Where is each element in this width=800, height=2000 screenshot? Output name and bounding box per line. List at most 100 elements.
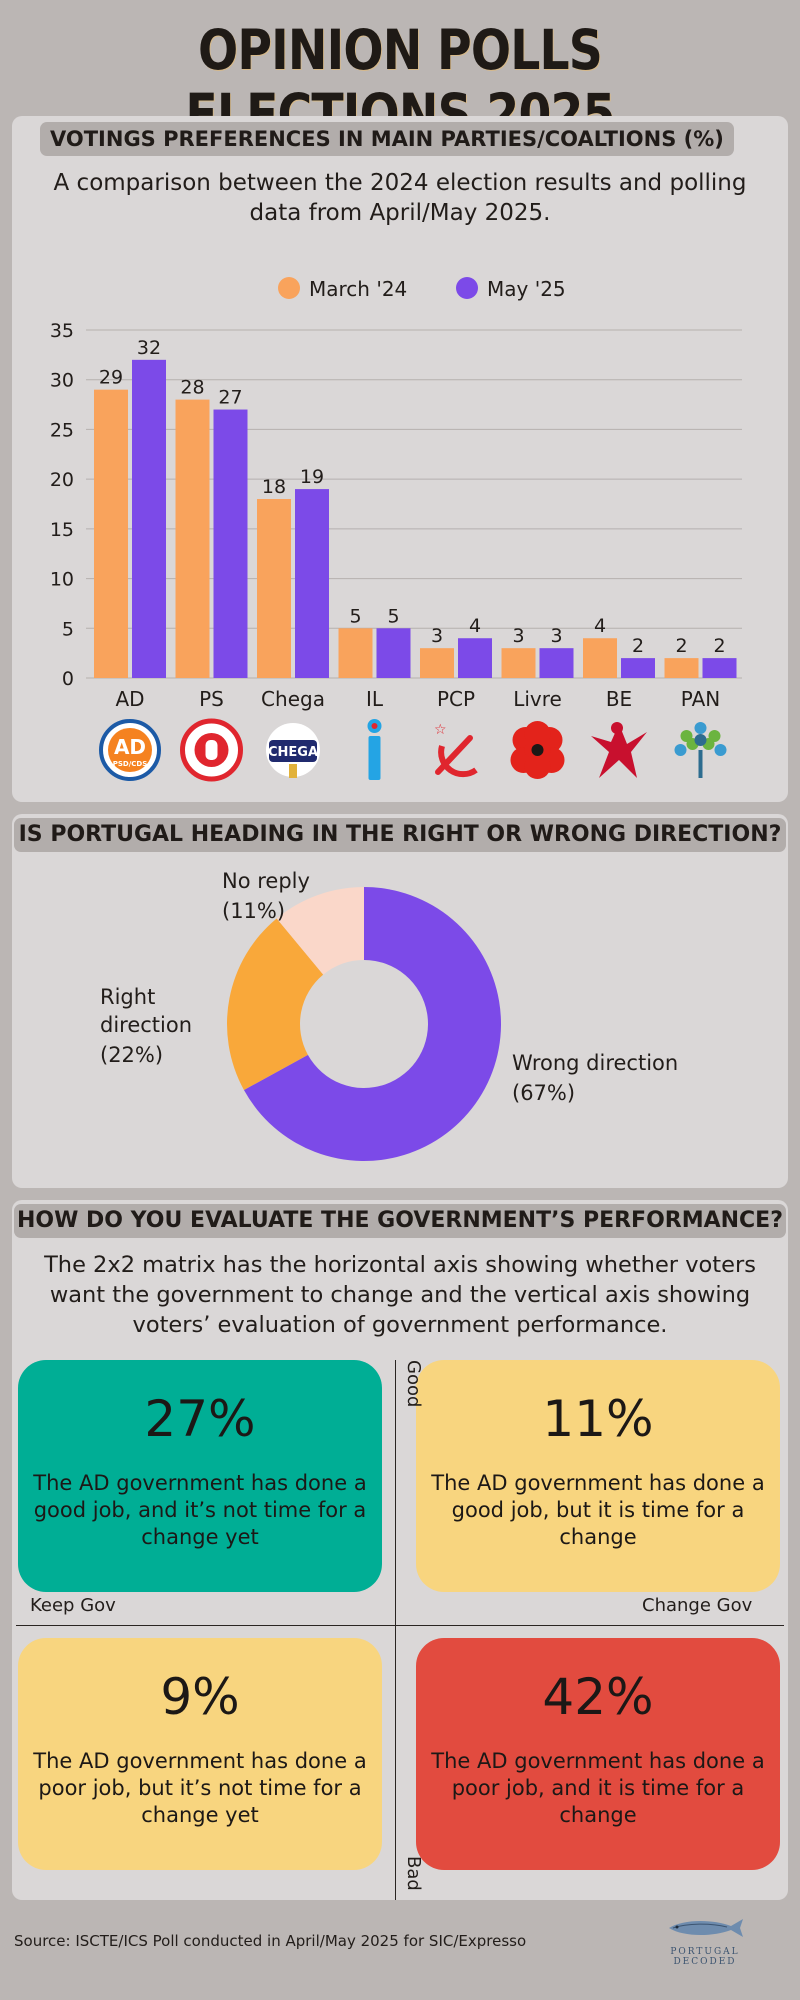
slice-percent-label: (67%) — [512, 1081, 575, 1105]
ps-logo — [180, 718, 243, 782]
quadrant-bad-keep: 9% The AD government has done a poor job… — [18, 1638, 382, 1870]
livre-logo — [510, 721, 565, 779]
quadrant-description: The AD government has done a good job, a… — [33, 1471, 367, 1549]
x-tick-label: PS — [199, 687, 224, 711]
y-tick-label: 25 — [50, 419, 74, 441]
vertical-axis-line — [395, 1360, 396, 1900]
bar-pan-1 — [702, 658, 737, 678]
quadrant-good-change: 11% The AD government has done a good jo… — [416, 1360, 780, 1592]
bar-pcp-0 — [420, 648, 454, 678]
svg-text:AD: AD — [114, 735, 146, 759]
bar-value-label: 28 — [180, 377, 204, 399]
bar-be-1 — [621, 658, 655, 678]
bar-value-label: 29 — [99, 367, 123, 389]
section-label-performance: HOW DO YOU EVALUATE THE GOVERNMENT’S PER… — [14, 1204, 786, 1238]
source-note: Source: ISCTE/ICS Poll conducted in Apri… — [14, 1932, 527, 1950]
bar-chega-1 — [295, 489, 329, 678]
quadrant-description: The AD government has done a poor job, b… — [33, 1749, 367, 1827]
slice-right-direction — [227, 918, 324, 1091]
x-tick-label: Livre — [513, 687, 562, 711]
quadrant-description: The AD government has done a good job, b… — [431, 1471, 765, 1549]
slice-wrong-direction — [243, 887, 502, 1161]
slice-label: Right — [100, 985, 155, 1009]
y-tick-label: 30 — [50, 370, 74, 392]
be-logo — [591, 722, 647, 778]
bar-value-label: 2 — [713, 635, 725, 657]
sardine-icon — [669, 1919, 743, 1937]
svg-text:PSD/CDS: PSD/CDS — [113, 760, 148, 768]
x-tick-label: BE — [606, 687, 632, 711]
section-label-direction: IS PORTUGAL HEADING IN THE RIGHT OR WRON… — [14, 818, 786, 852]
bar-value-label: 4 — [469, 615, 481, 637]
pcp-logo: ☆ — [434, 722, 478, 778]
donut-chart: Wrong direction (67%) Right direction (22%) N… — [100, 869, 678, 1161]
bar-value-label: 32 — [137, 337, 161, 359]
slice-label: No reply — [222, 869, 310, 893]
axis-label-good: Good — [403, 1360, 424, 1408]
svg-text:CHEGA: CHEGA — [268, 745, 318, 760]
y-tick-label: 5 — [62, 618, 74, 640]
slice-label: direction — [100, 1013, 192, 1037]
y-tick-label: 0 — [62, 668, 74, 690]
quadrant-bad-change: 42% The AD government has done a poor jo… — [416, 1638, 780, 1870]
direction-panel: IS PORTUGAL HEADING IN THE RIGHT OR WRON… — [12, 814, 788, 1188]
svg-text:☆: ☆ — [434, 722, 447, 738]
horizontal-axis-line — [16, 1625, 784, 1626]
bar-value-label: 3 — [550, 625, 562, 647]
bar-value-label: 3 — [431, 625, 443, 647]
bar-value-label: 5 — [349, 605, 361, 627]
bar-livre-1 — [539, 648, 574, 678]
quadrant-percent: 9% — [160, 1668, 240, 1726]
x-tick-label: IL — [366, 687, 384, 711]
matrix-subtitle: The 2x2 matrix has the horizontal axis s… — [44, 1252, 756, 1338]
il-logo — [367, 719, 382, 780]
bar-value-label: 3 — [512, 625, 524, 647]
bar-value-label: 19 — [300, 466, 324, 488]
chart-subtitle: A comparison between the 2024 election r… — [53, 170, 747, 226]
legend-swatch-1 — [456, 277, 478, 299]
brand-logo: PORTUGAL DECODED — [640, 1915, 770, 1967]
axis-label-keep-gov: Keep Gov — [30, 1595, 116, 1616]
bar-value-label: 2 — [675, 635, 687, 657]
bar-ps-1 — [213, 409, 248, 678]
bar-value-label: 5 — [387, 605, 399, 627]
axis-label-change-gov: Change Gov — [642, 1595, 753, 1616]
quadrant-percent: 11% — [542, 1390, 654, 1448]
y-tick-label: 15 — [50, 519, 74, 541]
bar-value-label: 18 — [262, 476, 286, 498]
x-tick-label: PAN — [681, 687, 720, 711]
bar-ad-1 — [132, 359, 166, 678]
quadrant-good-keep: 27% The AD government has done a good jo… — [18, 1360, 382, 1592]
section-label-voting: VOTINGS PREFERENCES IN MAIN PARTIES/COAL… — [40, 122, 734, 156]
x-tick-label: AD — [115, 687, 144, 711]
quadrant-percent: 42% — [542, 1668, 654, 1726]
slice-label: Wrong direction — [512, 1051, 678, 1075]
bar-il-1 — [376, 628, 411, 678]
bar-pan-0 — [664, 658, 699, 678]
y-tick-label: 20 — [50, 469, 74, 491]
y-tick-label: 35 — [50, 320, 74, 342]
slice-no-reply — [276, 887, 364, 975]
bar-livre-0 — [501, 648, 536, 678]
brand-name: PORTUGAL DECODED — [670, 1947, 740, 1967]
slice-percent-label: (22%) — [100, 1043, 163, 1067]
chega-logo: CHEGA — [266, 723, 320, 778]
bar-ps-0 — [175, 399, 210, 678]
bar-pcp-1 — [458, 638, 492, 678]
bar-value-label: 27 — [218, 387, 242, 409]
voting-preferences-panel: VOTINGS PREFERENCES IN MAIN PARTIES/COAL… — [12, 116, 788, 802]
x-tick-label: Chega — [261, 687, 325, 711]
bar-ad-0 — [94, 389, 128, 678]
legend-label-1: May '25 — [487, 277, 566, 301]
performance-panel: HOW DO YOU EVALUATE THE GOVERNMENT’S PER… — [12, 1200, 788, 1900]
bar-value-label: 4 — [594, 615, 606, 637]
legend-swatch-0 — [278, 277, 300, 299]
bar-chega-0 — [257, 499, 291, 678]
legend-label-0: March '24 — [309, 277, 407, 301]
bar-value-label: 2 — [632, 635, 644, 657]
slice-percent-label: (11%) — [222, 899, 285, 923]
y-tick-label: 10 — [50, 569, 74, 591]
axis-label-bad: Bad — [403, 1856, 424, 1891]
